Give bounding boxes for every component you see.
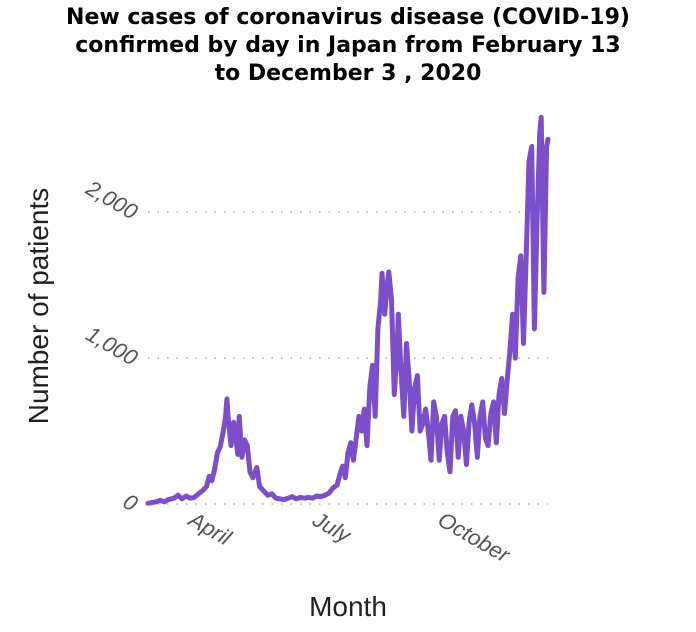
y-tick-label: 1,000 xyxy=(82,321,143,371)
grid-lines xyxy=(148,211,548,505)
x-tick-label: October xyxy=(434,507,516,569)
chart-title: New cases of coronavirus disease (COVID-… xyxy=(66,5,630,86)
x-tick-labels: April July October xyxy=(183,506,515,569)
series-group xyxy=(145,114,551,506)
y-axis-label: Number of patients xyxy=(23,188,54,425)
x-axis-label: Month xyxy=(309,591,387,622)
x-tick-label: July xyxy=(308,506,357,549)
y-tick-label: 2,000 xyxy=(81,175,143,225)
series-line xyxy=(145,114,551,506)
y-tick-label: 0 xyxy=(119,489,143,517)
x-tick-label: April xyxy=(183,506,236,551)
y-tick-labels: 0 1,000 2,000 xyxy=(81,175,143,517)
